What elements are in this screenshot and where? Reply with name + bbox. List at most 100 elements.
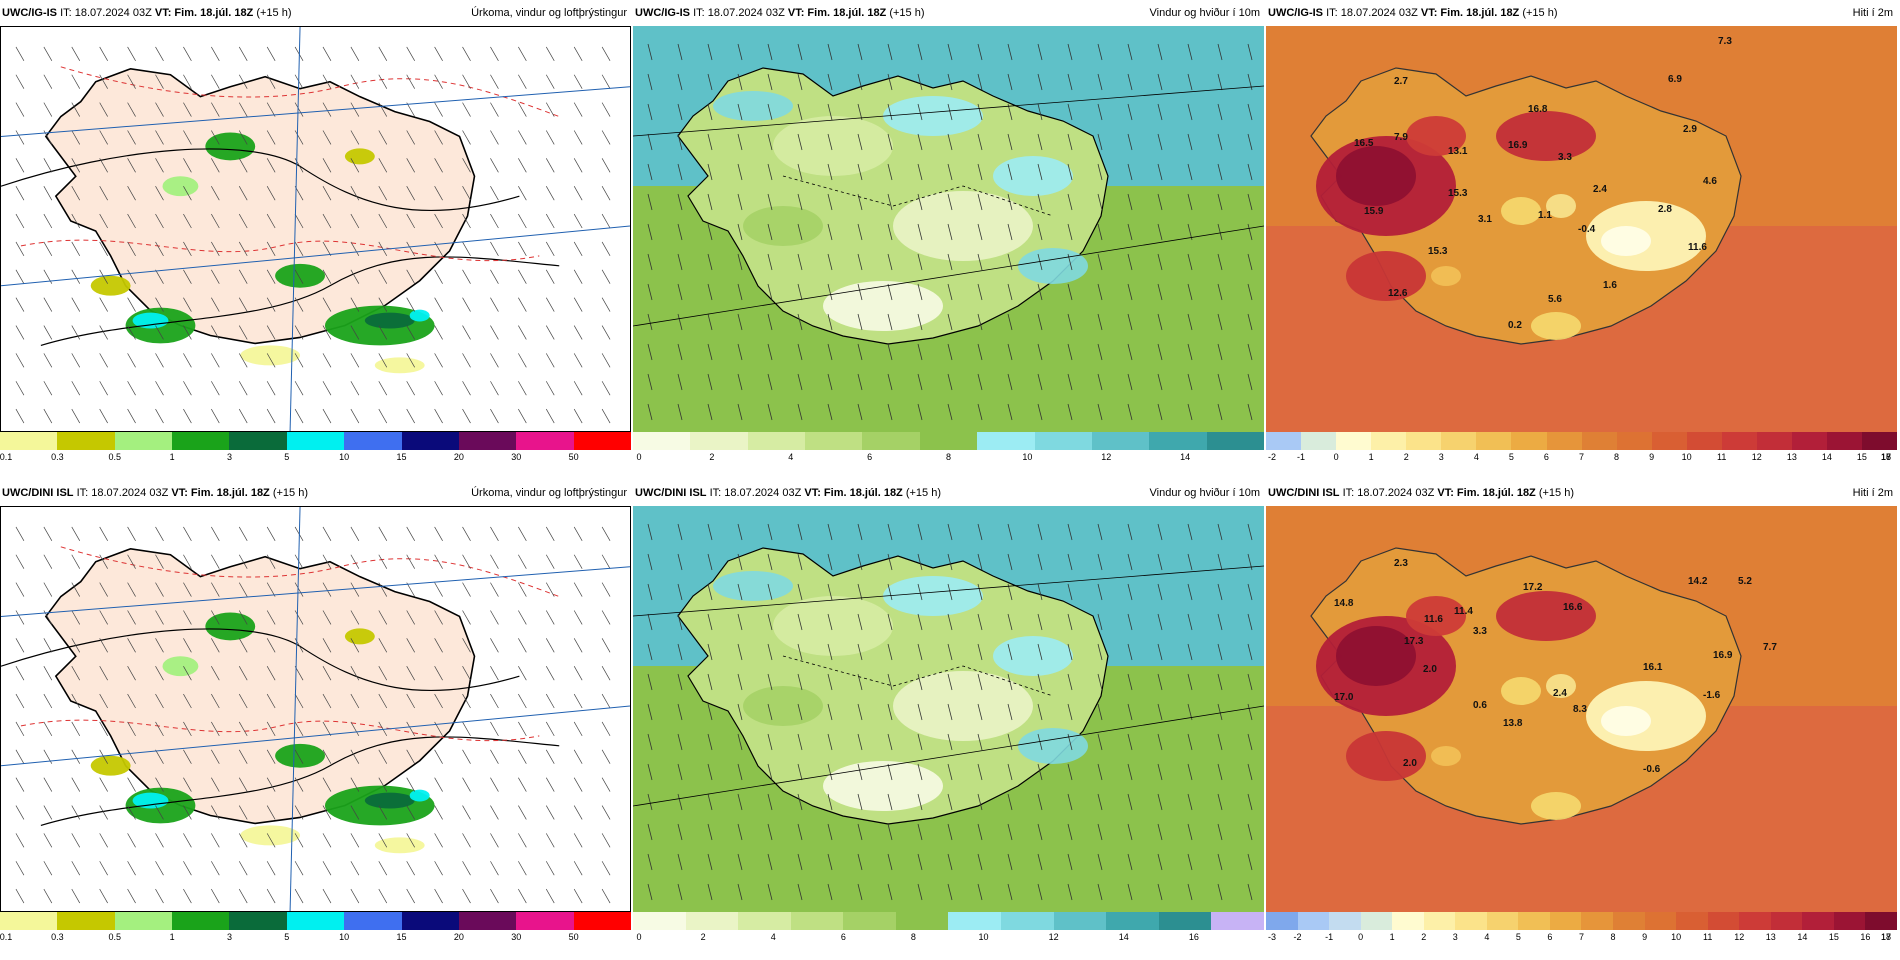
- map-panel-4: UWC/DINI ISL IT: 18.07.2024 03Z VT: Fim.…: [0, 480, 631, 960]
- wind-arrow: [1007, 853, 1013, 871]
- wind-barb: [43, 666, 53, 681]
- wind-barb: [99, 297, 108, 312]
- wind-arrow: [1007, 883, 1013, 901]
- wind-barb: [99, 693, 108, 709]
- panel-header: UWC/IG-IS IT: 18.07.2024 03Z VT: Fim. 18…: [1266, 0, 1897, 26]
- wind-barb: [573, 554, 583, 569]
- wind-barb: [378, 158, 388, 173]
- tick-label: 4: [1473, 452, 1479, 462]
- wind-barb: [294, 833, 304, 848]
- wind-barb: [545, 325, 555, 340]
- wind-arrow: [917, 43, 923, 61]
- wind-arrow: [1187, 883, 1193, 901]
- wind-barb: [71, 888, 81, 904]
- wind-barb: [350, 554, 360, 569]
- color-swatch: [747, 432, 806, 450]
- wind-arrow: [857, 103, 863, 121]
- wind-barb: [322, 297, 332, 312]
- wind-arrow: [767, 883, 773, 901]
- panel-header: UWC/DINI ISL IT: 18.07.2024 03Z VT: Fim.…: [1266, 480, 1897, 506]
- wind-barb: [155, 582, 164, 597]
- wind-barb: [434, 749, 443, 764]
- wind-arrow: [857, 823, 863, 841]
- wind-arrow: [1007, 313, 1013, 331]
- wind-arrow: [647, 583, 653, 601]
- color-swatch: [1106, 912, 1159, 930]
- wind-arrow: [1067, 403, 1073, 421]
- wind-arrow: [1097, 523, 1103, 541]
- wind-arrow: [1247, 193, 1253, 211]
- wind-arrow: [1097, 583, 1103, 601]
- wind-barb: [573, 666, 583, 681]
- wind-arrow: [1157, 253, 1163, 271]
- wind-barb: [434, 582, 443, 597]
- wind-arrow: [1007, 793, 1013, 811]
- wind-barb: [490, 158, 499, 173]
- wind-arrow: [827, 733, 833, 751]
- wind-barb: [462, 749, 471, 764]
- wind-barb: [350, 408, 360, 424]
- wind-arrow: [797, 313, 803, 331]
- wind-barb: [601, 353, 611, 368]
- wind-barb: [490, 554, 499, 569]
- wind-arrow: [1097, 253, 1103, 271]
- wind-barb: [518, 666, 527, 681]
- wind-arrow: [1097, 673, 1103, 691]
- wind-arrow: [1127, 883, 1133, 901]
- wind-barb: [350, 102, 360, 117]
- wind-arrow: [797, 43, 803, 61]
- wind-arrow: [917, 763, 923, 781]
- wind-arrow: [1217, 673, 1223, 691]
- wind-arrow: [1127, 793, 1133, 811]
- color-scale-ticks: 0 2 4 6 8 10 12 14 16: [633, 930, 1264, 946]
- wind-barb: [15, 749, 25, 764]
- wind-barb: [601, 186, 611, 201]
- wind-barb: [378, 526, 388, 542]
- color-swatch: [1392, 912, 1424, 930]
- wind-arrow: [1127, 763, 1133, 781]
- tick-label: 8: [1610, 932, 1616, 942]
- wind-barb: [322, 888, 332, 904]
- wind-arrow: [737, 253, 743, 271]
- wind-arrow: [1097, 283, 1103, 301]
- wind-arrow: [707, 43, 713, 61]
- valid-time: Fim. 18.júl. 18Z: [1440, 7, 1520, 19]
- wind-arrow: [1067, 553, 1073, 571]
- wind-arrow: [677, 583, 683, 601]
- wind-arrow: [917, 133, 923, 151]
- wind-barb: [573, 74, 583, 89]
- wind-arrow: [1187, 343, 1193, 361]
- wind-barb: [211, 130, 220, 145]
- wind-barb: [71, 325, 81, 340]
- wind-arrow: [767, 673, 773, 691]
- wind-arrow: [1067, 73, 1073, 91]
- wind-arrow: [1037, 613, 1043, 631]
- color-swatch: [286, 432, 345, 450]
- wind-barb: [545, 213, 555, 229]
- wind-arrow: [767, 823, 773, 841]
- wind-barb: [294, 861, 304, 876]
- wind-arrow: [797, 103, 803, 121]
- wind-barb: [406, 130, 415, 145]
- wind-arrow: [857, 703, 863, 721]
- wind-arrow: [737, 223, 743, 241]
- wind-arrow: [767, 703, 773, 721]
- color-swatch: [1266, 912, 1298, 930]
- tick-label: 1: [1389, 932, 1395, 942]
- wind-arrow: [1247, 733, 1253, 751]
- tick-label: 14: [1180, 452, 1191, 462]
- wind-barb: [183, 325, 192, 340]
- wind-barb: [155, 46, 164, 62]
- color-swatch: [1616, 432, 1652, 450]
- tick-label: 8: [910, 932, 916, 942]
- temperature-value: 14.2: [1688, 576, 1708, 587]
- tick-label: 12: [1101, 452, 1112, 462]
- model-name: UWC/IG-IS: [635, 7, 690, 19]
- wind-speed-area: [773, 116, 893, 176]
- wind-arrow: [1067, 313, 1073, 331]
- wind-arrow: [857, 883, 863, 901]
- wind-arrow: [797, 853, 803, 871]
- temperature-value: 15.9: [1364, 206, 1384, 217]
- wind-arrow: [1157, 733, 1163, 751]
- wind-arrow: [677, 733, 683, 751]
